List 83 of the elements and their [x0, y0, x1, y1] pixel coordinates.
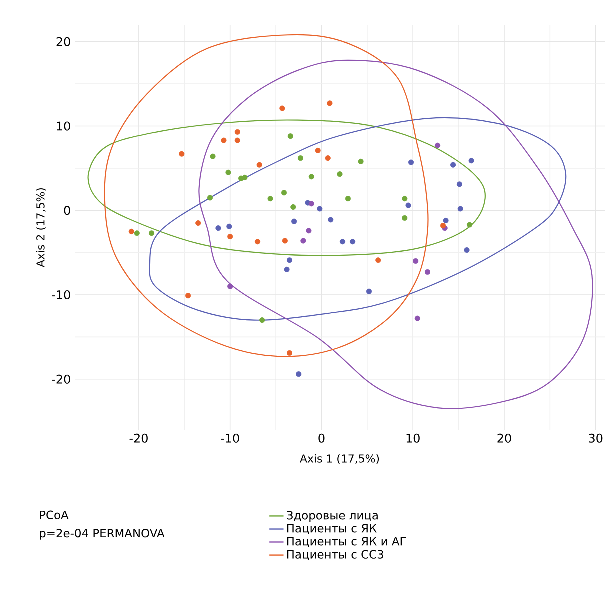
y-tick-label: -10 [52, 290, 70, 300]
point [148, 230, 155, 236]
point [268, 196, 274, 202]
point [350, 239, 356, 245]
point [424, 269, 431, 276]
point [134, 230, 140, 236]
point [281, 190, 288, 196]
point [179, 151, 185, 157]
point [234, 129, 240, 135]
point [186, 293, 192, 299]
point [228, 284, 234, 290]
point [345, 196, 352, 202]
point [413, 258, 419, 264]
point [216, 226, 222, 232]
y-tick-label: 20 [56, 37, 70, 46]
point [308, 174, 314, 180]
point [242, 174, 248, 181]
point [284, 266, 290, 272]
legend-label: Пациенты с ЯК [287, 524, 377, 534]
point [443, 218, 449, 224]
point [290, 204, 296, 210]
legend-label: Здоровые лица [287, 511, 378, 522]
point [366, 288, 372, 294]
point [450, 162, 456, 168]
point [306, 228, 312, 234]
x-tick-label: 0 [318, 434, 325, 443]
point [256, 162, 262, 168]
point [315, 148, 321, 154]
point [340, 239, 346, 245]
point [466, 222, 473, 228]
point [406, 202, 412, 208]
point [234, 138, 240, 144]
point [327, 100, 333, 106]
point [254, 239, 261, 245]
x-tick-label: 20 [498, 434, 512, 443]
x-tick-label: 10 [406, 434, 420, 443]
y-axis-title: Axis 2 (17,5%) [36, 188, 46, 268]
point [308, 201, 314, 207]
point [296, 372, 302, 378]
y-tick-label: 10 [57, 122, 70, 131]
point [456, 182, 462, 188]
point [408, 160, 414, 166]
x-tick-label: -10 [221, 434, 240, 443]
point [464, 247, 470, 254]
x-tick-label: -20 [130, 434, 148, 443]
point [221, 138, 227, 144]
point [328, 217, 334, 223]
point [226, 170, 232, 176]
x-axis-title: Axis 1 (17,5%) [300, 454, 380, 464]
point [402, 196, 408, 202]
point [317, 206, 323, 212]
point [260, 318, 266, 324]
point [300, 238, 306, 244]
point [376, 258, 382, 264]
legend-label: Пациенты с ЯК и АГ [287, 537, 406, 548]
y-tick-label: -20 [52, 374, 70, 384]
point [228, 234, 234, 240]
point [288, 134, 294, 140]
x-tick-label: 30 [589, 434, 603, 443]
point [402, 215, 408, 222]
point [282, 238, 288, 244]
point [325, 156, 331, 162]
text: p=2e-04 PERMANOVA [40, 529, 165, 540]
text: PCoA [40, 510, 69, 520]
point [458, 206, 464, 212]
point [337, 172, 343, 178]
point [128, 228, 134, 235]
legend-label: Пациенты с СС3 [287, 550, 384, 560]
point [298, 156, 304, 162]
point [207, 195, 214, 201]
point [414, 316, 420, 322]
point [210, 154, 216, 160]
point [358, 158, 364, 164]
point [226, 224, 232, 230]
point [434, 142, 441, 148]
point [440, 223, 446, 229]
point [468, 158, 474, 164]
point [280, 106, 286, 112]
y-tick-label: 0 [64, 206, 70, 216]
point [292, 218, 298, 224]
point [196, 220, 202, 226]
point [286, 350, 293, 356]
point [286, 258, 293, 264]
